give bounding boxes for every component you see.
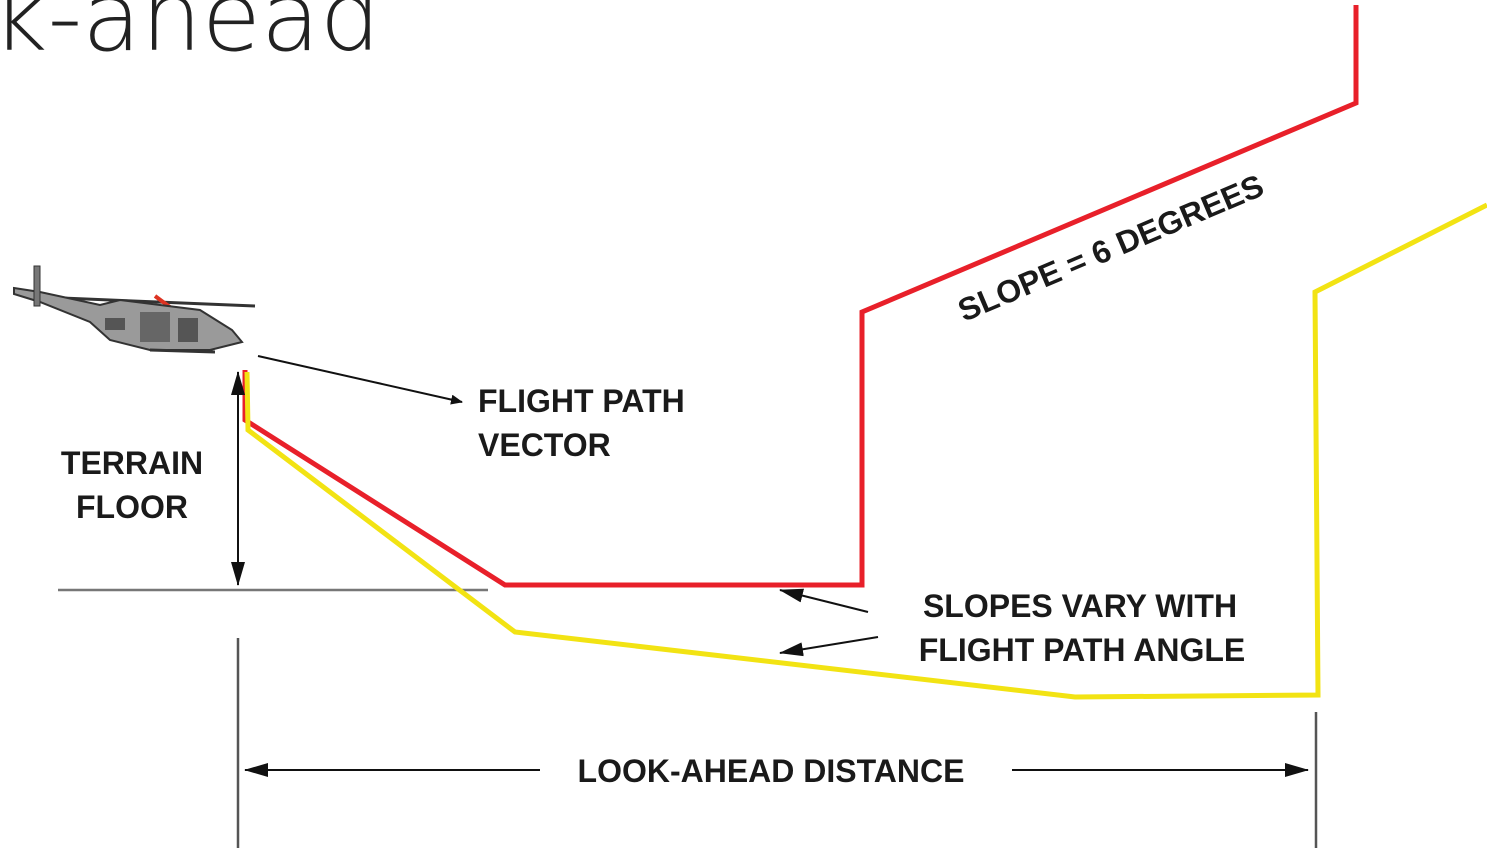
look-ahead-label: LOOK-AHEAD DISTANCE bbox=[578, 753, 965, 789]
fpv-label: FLIGHT PATH bbox=[478, 383, 685, 419]
fpv-label: VECTOR bbox=[478, 427, 611, 463]
yellow-profile bbox=[244, 202, 1487, 700]
slopes-arrow bbox=[779, 636, 879, 657]
slope-label: SLOPE = 6 DEGREES bbox=[953, 167, 1269, 328]
fpv-arrow bbox=[257, 355, 463, 405]
terrain-floor-label: FLOOR bbox=[76, 489, 188, 525]
title: k-ahead bbox=[0, 0, 381, 73]
slopes-arrow bbox=[779, 588, 869, 613]
slopes-label: SLOPES VARY WITH bbox=[923, 588, 1237, 624]
helicopter bbox=[13, 265, 256, 354]
slopes-label: FLIGHT PATH ANGLE bbox=[919, 632, 1245, 668]
red-profile bbox=[242, 5, 1359, 588]
terrain-floor-label: TERRAIN bbox=[61, 445, 203, 481]
